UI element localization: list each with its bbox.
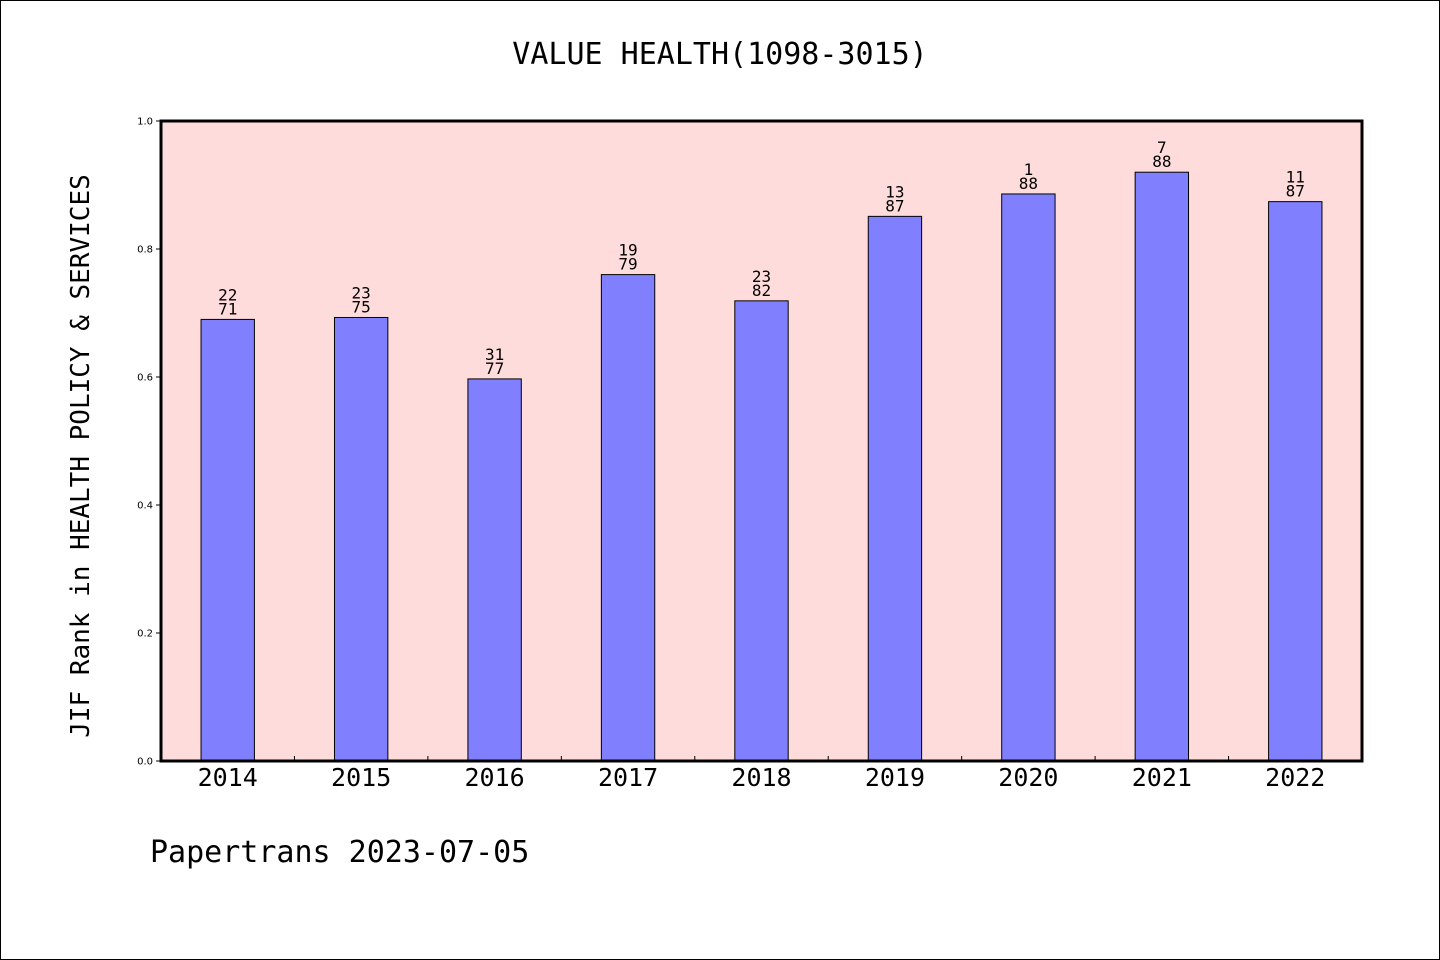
bar-rank-label: 1 [1024, 160, 1034, 179]
bar-total-label: 87 [1286, 182, 1305, 201]
bar-2014 [200, 318, 255, 762]
y-tick-label: 0.2 [137, 629, 153, 640]
bar-2018 [734, 300, 789, 762]
x-tick-label: 2014 [198, 763, 258, 792]
bar-total-label: 79 [618, 255, 637, 274]
x-tick-label: 2018 [731, 763, 791, 792]
y-tick-label: 0.8 [137, 245, 153, 256]
bar-rank-label: 19 [618, 241, 637, 260]
y-tick-label: 0.4 [137, 501, 153, 512]
bar-2021 [1134, 171, 1190, 762]
x-tick-label: 2015 [331, 763, 391, 792]
bar-rank-label: 23 [352, 283, 371, 302]
bar-total-label: 77 [485, 359, 504, 378]
footer-note: Papertrans 2023-07-05 [150, 835, 530, 870]
bar-2022 [1268, 201, 1323, 762]
x-tick-label: 2021 [1132, 763, 1192, 792]
bar-2019 [867, 215, 923, 762]
y-tick-label: 0.6 [137, 373, 153, 384]
plot-frame [159, 119, 1364, 763]
bar-rank-label: 13 [885, 182, 904, 201]
bar-rank-label: 22 [218, 285, 237, 304]
bar-rank-label: 31 [485, 345, 504, 364]
x-tick-label: 2020 [998, 763, 1058, 792]
bar-2020 [1001, 193, 1056, 762]
bar-2016 [467, 378, 522, 762]
bar-2017 [600, 274, 656, 762]
bar-rank-label: 7 [1157, 138, 1167, 157]
y-tick-label: 0.0 [137, 757, 153, 768]
bar-total-label: 88 [1019, 174, 1038, 193]
y-tick-label: 1.0 [137, 117, 153, 128]
bar-total-label: 71 [218, 299, 237, 318]
chart-title: VALUE HEALTH(1098-3015) [512, 37, 928, 72]
bar-rank-label: 23 [752, 267, 771, 286]
bar-total-label: 88 [1152, 152, 1171, 171]
bar-total-label: 87 [885, 196, 904, 215]
bar-total-label: 82 [752, 281, 771, 300]
x-tick-label: 2022 [1265, 763, 1325, 792]
x-tick-label: 2017 [598, 763, 658, 792]
bar-2015 [333, 316, 389, 762]
bar-total-label: 75 [352, 297, 371, 316]
bar-rank-label: 11 [1286, 168, 1305, 187]
x-tick-label: 2016 [465, 763, 525, 792]
x-tick-label: 2019 [865, 763, 925, 792]
